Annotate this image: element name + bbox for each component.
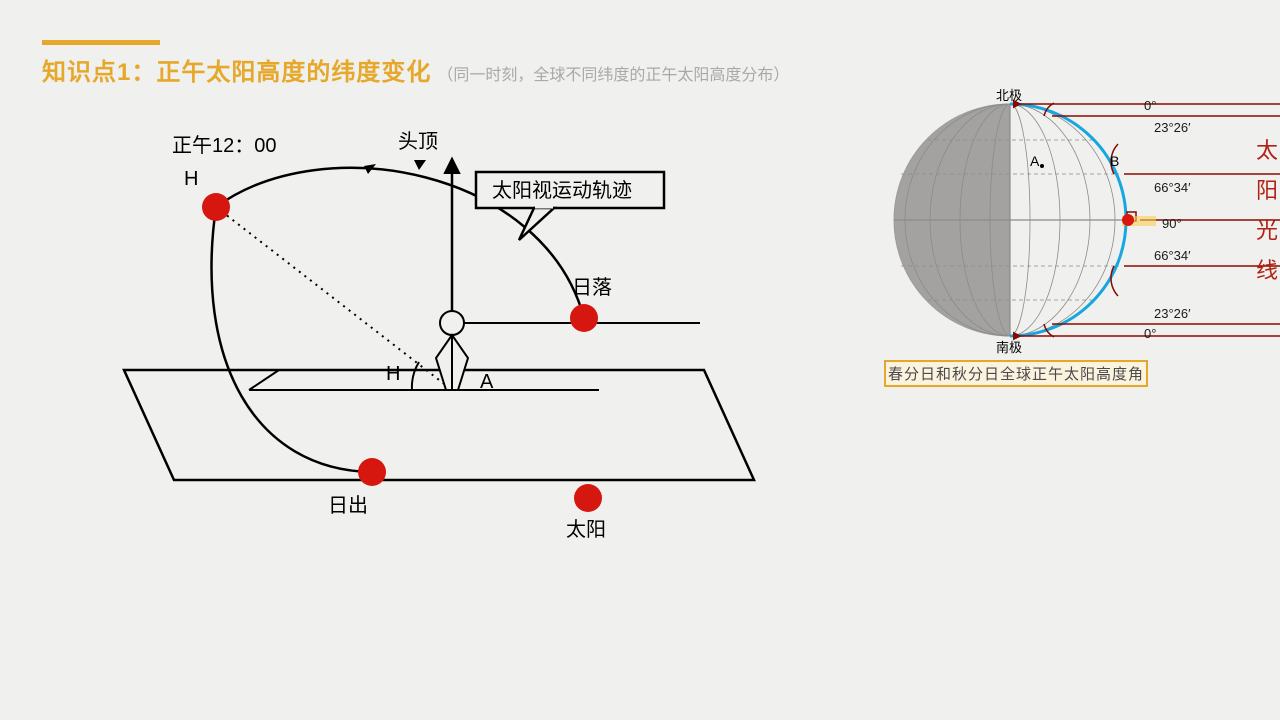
sunset-label: 日落: [572, 276, 612, 299]
south-pole-label: 南极: [996, 340, 1022, 355]
sunrise-label: 日出: [328, 494, 368, 517]
north-pole-label: 北极: [996, 88, 1022, 103]
svg-text:光: 光: [1256, 218, 1278, 243]
altitude-ray: [216, 207, 452, 390]
svg-text:0°: 0°: [1144, 326, 1156, 341]
sun-path-diagram: 太阳视运动轨迹 H A 正午12：00 H 头顶 日落 日出 太阳: [64, 110, 764, 540]
point-A-label: A: [1030, 153, 1040, 169]
svg-text:线: 线: [1256, 258, 1278, 283]
sun-sunrise-point: [358, 458, 386, 486]
observer-label: A: [480, 371, 494, 393]
sun-noon-point: [202, 193, 230, 221]
svg-text:66°34′: 66°34′: [1154, 248, 1191, 263]
sun-ray-text: 太 阳 光 线: [1256, 138, 1278, 283]
globe-equinox-diagram: 0° 23°26′ 66°34′ 90° 66°34′ 23°26′ 0° A …: [884, 88, 1280, 368]
title-main: 知识点1：正午太阳高度的纬度变化: [42, 52, 431, 87]
H-top-label: H: [184, 168, 198, 190]
svg-text:66°34′: 66°34′: [1154, 180, 1191, 195]
svg-text:0°: 0°: [1144, 98, 1156, 113]
globe-caption: 春分日和秋分日全球正午太阳高度角: [884, 360, 1148, 387]
subsolar-point: [1122, 214, 1134, 226]
zenith-label: 头顶: [398, 130, 438, 153]
svg-text:23°26′: 23°26′: [1154, 120, 1191, 135]
point-B-label: B: [1110, 153, 1119, 169]
sun-free-label: 太阳: [566, 518, 606, 540]
title-rule: [42, 40, 160, 45]
title-sub: （同一时刻，全球不同纬度的正午太阳高度分布）: [437, 61, 789, 85]
sun-trajectory-lower: [212, 207, 372, 472]
observer-figure: [436, 311, 468, 390]
sun-free-point: [574, 484, 602, 512]
angle-H: [412, 362, 419, 390]
angle-H-label: H: [386, 363, 400, 385]
title-row: 知识点1：正午太阳高度的纬度变化 （同一时刻，全球不同纬度的正午太阳高度分布）: [42, 52, 789, 87]
svg-text:23°26′: 23°26′: [1154, 306, 1191, 321]
svg-text:90°: 90°: [1162, 216, 1182, 231]
trajectory-label: 太阳视运动轨迹: [492, 179, 632, 202]
svg-text:阳: 阳: [1256, 178, 1278, 203]
noon-time-label: 正午12：00: [172, 134, 277, 157]
sun-sunset-point: [570, 304, 598, 332]
svg-text:太: 太: [1256, 138, 1278, 163]
ground-plane: [124, 370, 754, 480]
